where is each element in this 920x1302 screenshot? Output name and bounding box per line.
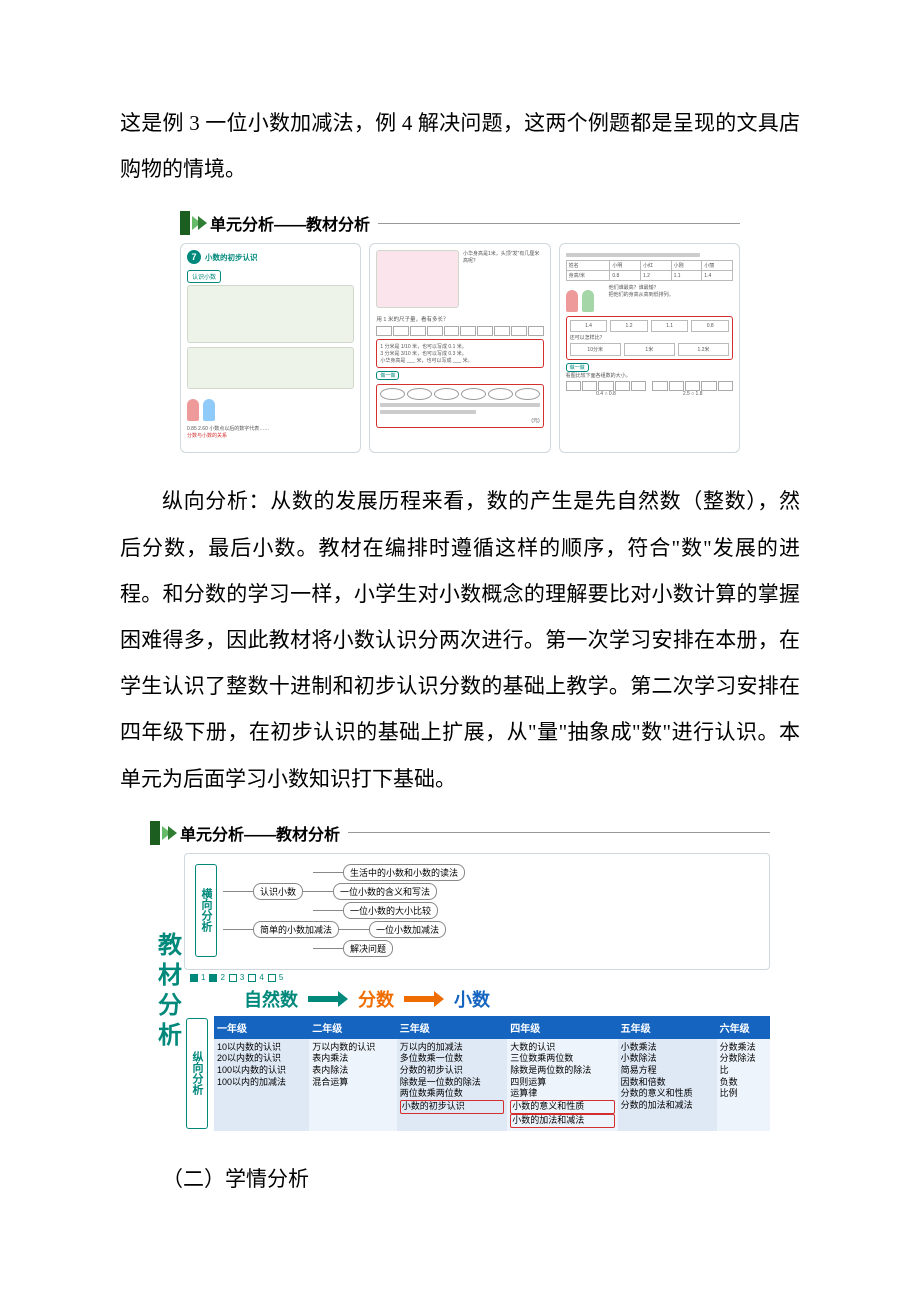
panel2-caption: 小华身高是1米，头顶"发"有几厘米高呢？: [463, 250, 544, 264]
unit-number-badge: 7: [187, 250, 201, 264]
ruler-units: (元): [380, 417, 539, 424]
illustration-placeholder-2: [187, 347, 354, 389]
header-block-icon: [150, 821, 160, 845]
illustration-placeholder: [187, 285, 354, 343]
figure-1-title: 单元分析——教材分析: [210, 211, 370, 235]
cmp-2: 2.5 ○ 1.8: [652, 391, 733, 397]
ruler-strip: [376, 326, 543, 336]
question-1: 他们谁最高？谁最矮？: [609, 284, 733, 291]
textbook-panel-2: 小华身高是1米，头顶"发"有几厘米高呢？ 用 1 米的尺子量，看有多长？ 1 分…: [369, 243, 550, 453]
figure-2-wrap: 单元分析——教材分析 教材分析 横向分析 生活中的小数和小数的读法 认识小数一位…: [120, 817, 800, 1131]
item-1: 1 分米是 1/10 米，也可以写成 0.1 米。: [380, 343, 539, 350]
section-tag: 认识小数: [187, 270, 221, 283]
figure-2-title: 单元分析——教材分析: [180, 821, 340, 845]
cmp-1: 0.4 ○ 0.8: [566, 391, 647, 397]
kids-illustration: [187, 393, 354, 421]
side-note: 还可以怎样比？: [570, 334, 729, 341]
checkbox-item: 3: [229, 973, 244, 982]
figure-1-panels: 7 小数的初步认识 认识小数 0.85 2.60 小数点以后的数字代表…… 分数…: [180, 243, 740, 453]
bottom-note: 分数与小数的关系: [187, 432, 354, 439]
tree-leaf: 一位小数的含义和写法: [333, 883, 437, 900]
chev-2: [198, 216, 207, 230]
do-note: 看图比较下面各组数的大小。: [566, 372, 733, 379]
chevron-icon: [162, 826, 174, 840]
arrow-icon: [404, 993, 444, 1005]
header-block-icon: [180, 211, 190, 235]
unit-title: 小数的初步认识: [205, 252, 258, 263]
top-label: 横向分析: [195, 864, 217, 957]
height-table: 姓名小明小红小刚小丽 身高/米0.81.21.11.4: [566, 260, 733, 281]
chevron-icon: [192, 216, 204, 230]
figure-2-header: 单元分析——教材分析: [150, 817, 770, 853]
tree-leaf: 生活中的小数和小数的读法: [343, 864, 465, 881]
do-tag: 做一做: [566, 363, 589, 372]
girl-illustration: [376, 250, 459, 308]
grade-table: 一年级二年级三年级四年级五年级六年级 10以内数的认识20以内数的认识100以内…: [214, 1016, 770, 1131]
do-tag: 做一做: [376, 371, 399, 380]
tree-leaf: 一位小数的大小比较: [343, 902, 438, 919]
kid-icon: [187, 399, 199, 421]
chev-2: [168, 826, 177, 840]
midband-b: 分数: [358, 986, 394, 1012]
tree-leaf: 一位小数加减法: [369, 921, 446, 938]
vertical-analysis-box: 纵向分析 一年级二年级三年级四年级五年级六年级 10以内数的认识20以内数的认识…: [184, 1016, 770, 1131]
red-highlight-box-2: (元): [376, 384, 543, 428]
checkbox-item: 2: [209, 973, 224, 982]
kid-icon: [582, 290, 594, 312]
horizontal-analysis-box: 横向分析 生活中的小数和小数的读法 认识小数 一位小数的含义和写法 一位小数的大小…: [184, 853, 770, 970]
item-2: 3 分米是 3/10 米，也可以写成 0.3 米。: [380, 350, 539, 357]
header-line: [348, 832, 770, 833]
bottom-label: 纵向分析: [186, 1018, 208, 1129]
bottom-numbers: 0.85 2.60 小数点以后的数字代表……: [187, 425, 354, 432]
checkbox-item: 4: [248, 973, 263, 982]
paragraph-1: 这是例 3 一位小数加减法，例 4 解决问题，这两个例题都是呈现的文具店购物的情…: [120, 100, 800, 192]
midband-a: 自然数: [244, 986, 298, 1012]
tree-leaf: 解决问题: [343, 940, 393, 957]
tree-root-2: 简单的小数加减法: [253, 921, 339, 938]
red-highlight-box: 1 分米是 1/10 米，也可以写成 0.1 米。 3 分米是 3/10 米，也…: [376, 339, 543, 368]
panel2-subcaption: 用 1 米的尺子量，看有多长？: [376, 315, 543, 323]
kid-icon: [203, 399, 215, 421]
checkbox-item: 1: [190, 973, 205, 982]
number-evolution-band: 自然数 分数 小数: [184, 982, 770, 1016]
red-highlight-box-3: 1.41.21.10.8 还可以怎样比？ 10分米1米1.2米: [566, 316, 733, 360]
header-line: [378, 223, 740, 224]
tree-root-1: 认识小数: [253, 883, 303, 900]
arrow-icon: [308, 993, 348, 1005]
checkbox-item: 5: [268, 973, 283, 982]
figure-1-header: 单元分析——教材分析: [180, 207, 740, 243]
midband-c: 小数: [454, 986, 490, 1012]
textbook-panel-3: 姓名小明小红小刚小丽 身高/米0.81.21.11.4 他们谁最高？谁最矮？ 把…: [559, 243, 740, 453]
paragraph-2: 纵向分析：从数的发展历程来看，数的产生是先自然数（整数），然后分数，最后小数。教…: [120, 478, 800, 801]
textbook-panel-1: 7 小数的初步认识 认识小数 0.85 2.60 小数点以后的数字代表…… 分数…: [180, 243, 361, 453]
figure-1: 单元分析——教材分析 7 小数的初步认识 认识小数 0.85 2.60 小数点以…: [180, 207, 740, 453]
question-2: 把他们的身高从高到低排列。: [609, 291, 733, 298]
checkbox-row: 1 2 3 4 5: [184, 973, 770, 982]
kid-icon: [566, 290, 578, 312]
tree: 生活中的小数和小数的读法 认识小数 一位小数的含义和写法 一位小数的大小比较 简单…: [223, 862, 761, 959]
item-3: 小华身高是 ___ 米，也可以写成 ___ 米。: [380, 357, 539, 364]
figure-1-wrap: 单元分析——教材分析 7 小数的初步认识 认识小数 0.85 2.60 小数点以…: [120, 207, 800, 453]
heading-student-analysis: （二）学情分析: [120, 1156, 800, 1202]
figure-2: 单元分析——教材分析 教材分析 横向分析 生活中的小数和小数的读法 认识小数一位…: [150, 817, 770, 1131]
side-title: 教材分析: [150, 853, 184, 1131]
